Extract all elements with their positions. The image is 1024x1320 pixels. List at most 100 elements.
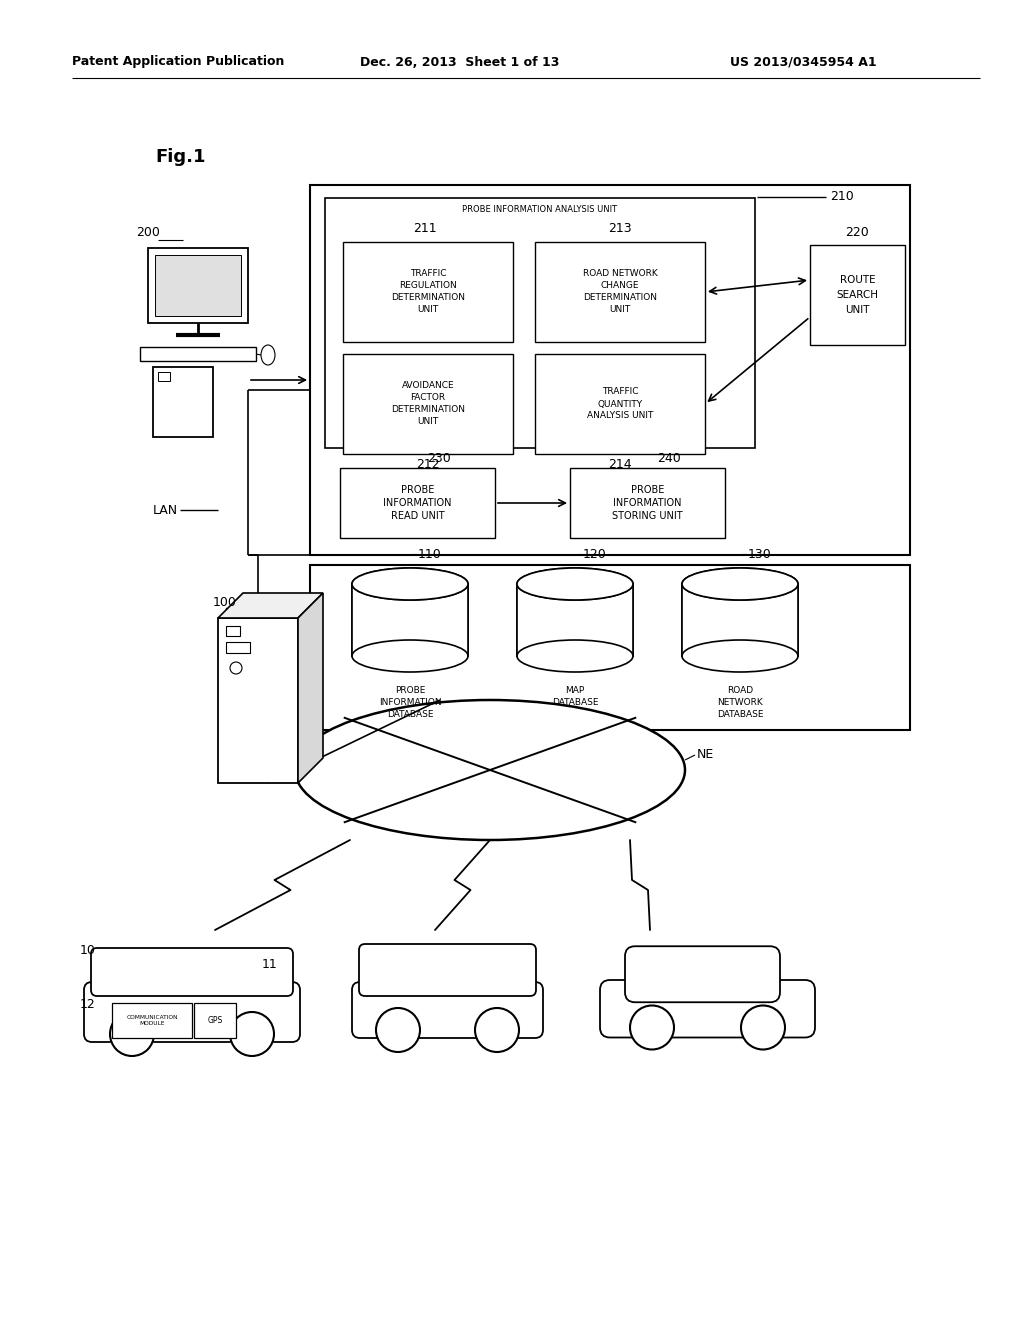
Ellipse shape	[517, 568, 633, 601]
Text: 110: 110	[418, 548, 441, 561]
Circle shape	[230, 663, 242, 675]
Text: 200: 200	[136, 227, 160, 239]
Text: TRAFFIC: TRAFFIC	[602, 388, 638, 396]
Bar	[682, 583, 798, 656]
Text: 211: 211	[414, 222, 437, 235]
Circle shape	[230, 1012, 274, 1056]
Bar	[310, 565, 910, 730]
Text: 11: 11	[262, 958, 278, 972]
Text: READ UNIT: READ UNIT	[391, 511, 444, 521]
Text: CHANGE: CHANGE	[601, 281, 639, 290]
Text: SEARCH: SEARCH	[837, 290, 879, 300]
Text: 230: 230	[427, 451, 452, 465]
Text: UNIT: UNIT	[418, 417, 438, 426]
Circle shape	[376, 1008, 420, 1052]
Circle shape	[630, 1006, 674, 1049]
Text: 220: 220	[846, 227, 869, 239]
Text: DATABASE: DATABASE	[717, 710, 763, 719]
Text: DATABASE: DATABASE	[387, 710, 433, 719]
Text: FACTOR: FACTOR	[411, 393, 445, 403]
Text: PROBE: PROBE	[631, 484, 665, 495]
Text: NE: NE	[697, 748, 715, 762]
FancyBboxPatch shape	[600, 979, 815, 1038]
Text: TRAFFIC: TRAFFIC	[410, 269, 446, 279]
FancyBboxPatch shape	[625, 946, 780, 1002]
Bar	[158, 372, 170, 381]
Ellipse shape	[682, 568, 798, 601]
Text: DATABASE: DATABASE	[552, 698, 598, 708]
Text: NETWORK: NETWORK	[717, 698, 763, 708]
Text: ANALYSIS UNIT: ANALYSIS UNIT	[587, 412, 653, 421]
Text: Patent Application Publication: Patent Application Publication	[72, 55, 285, 69]
Text: 130: 130	[748, 548, 772, 561]
Polygon shape	[218, 593, 323, 618]
Text: 210: 210	[830, 190, 854, 203]
FancyBboxPatch shape	[84, 982, 300, 1041]
Circle shape	[110, 1012, 154, 1056]
Bar	[218, 618, 298, 783]
Text: INFORMATION: INFORMATION	[379, 698, 441, 708]
Bar	[155, 255, 241, 315]
Ellipse shape	[682, 640, 798, 672]
Text: MAP: MAP	[565, 686, 585, 696]
Bar	[194, 1003, 236, 1038]
Ellipse shape	[517, 568, 633, 601]
Text: 120: 120	[583, 548, 607, 561]
Text: INFORMATION: INFORMATION	[613, 498, 682, 508]
Text: DETERMINATION: DETERMINATION	[391, 405, 465, 414]
Bar	[343, 242, 513, 342]
Text: 212: 212	[416, 458, 440, 470]
Text: GPS: GPS	[208, 1016, 222, 1026]
Bar	[153, 367, 213, 437]
Text: 240: 240	[657, 451, 681, 465]
FancyBboxPatch shape	[91, 948, 293, 997]
Text: REGULATION: REGULATION	[399, 281, 457, 290]
Bar	[535, 242, 705, 342]
Ellipse shape	[295, 700, 685, 840]
Bar	[352, 583, 468, 656]
Text: 214: 214	[608, 458, 632, 470]
Text: 213: 213	[608, 222, 632, 235]
Text: US 2013/0345954 A1: US 2013/0345954 A1	[730, 55, 877, 69]
Bar	[517, 583, 633, 656]
Text: 100: 100	[213, 597, 237, 610]
Ellipse shape	[261, 345, 275, 366]
Text: ROAD: ROAD	[727, 686, 753, 696]
Bar	[112, 1003, 193, 1038]
Text: UNIT: UNIT	[609, 305, 631, 314]
Bar	[535, 354, 705, 454]
Bar	[810, 246, 905, 345]
Text: STORING UNIT: STORING UNIT	[612, 511, 683, 521]
Text: PROBE: PROBE	[395, 686, 425, 696]
Text: LAN: LAN	[153, 503, 178, 516]
Text: Fig.1: Fig.1	[155, 148, 206, 166]
Bar	[343, 354, 513, 454]
Text: ROAD NETWORK: ROAD NETWORK	[583, 269, 657, 279]
Text: COMMUNICATION
MODULE: COMMUNICATION MODULE	[126, 1015, 178, 1026]
FancyBboxPatch shape	[352, 982, 543, 1038]
Bar	[570, 469, 725, 539]
Bar	[226, 626, 240, 636]
FancyBboxPatch shape	[359, 944, 536, 997]
Ellipse shape	[682, 568, 798, 601]
Text: DETERMINATION: DETERMINATION	[583, 293, 657, 302]
Text: 12: 12	[80, 998, 96, 1011]
Text: UNIT: UNIT	[418, 305, 438, 314]
Bar	[340, 469, 495, 539]
Text: INFORMATION: INFORMATION	[383, 498, 452, 508]
Polygon shape	[298, 593, 323, 783]
Ellipse shape	[352, 640, 468, 672]
Text: QUANTITY: QUANTITY	[597, 400, 643, 408]
Bar	[140, 347, 256, 360]
Text: AVOIDANCE: AVOIDANCE	[401, 381, 455, 391]
Text: DETERMINATION: DETERMINATION	[391, 293, 465, 302]
Bar	[325, 198, 755, 447]
Ellipse shape	[352, 568, 468, 601]
Text: UNIT: UNIT	[845, 305, 869, 315]
Text: PROBE INFORMATION ANALYSIS UNIT: PROBE INFORMATION ANALYSIS UNIT	[463, 205, 617, 214]
Bar	[310, 185, 910, 554]
Circle shape	[741, 1006, 785, 1049]
Text: PROBE: PROBE	[400, 484, 434, 495]
Text: Dec. 26, 2013  Sheet 1 of 13: Dec. 26, 2013 Sheet 1 of 13	[360, 55, 559, 69]
Text: 10: 10	[80, 944, 96, 957]
